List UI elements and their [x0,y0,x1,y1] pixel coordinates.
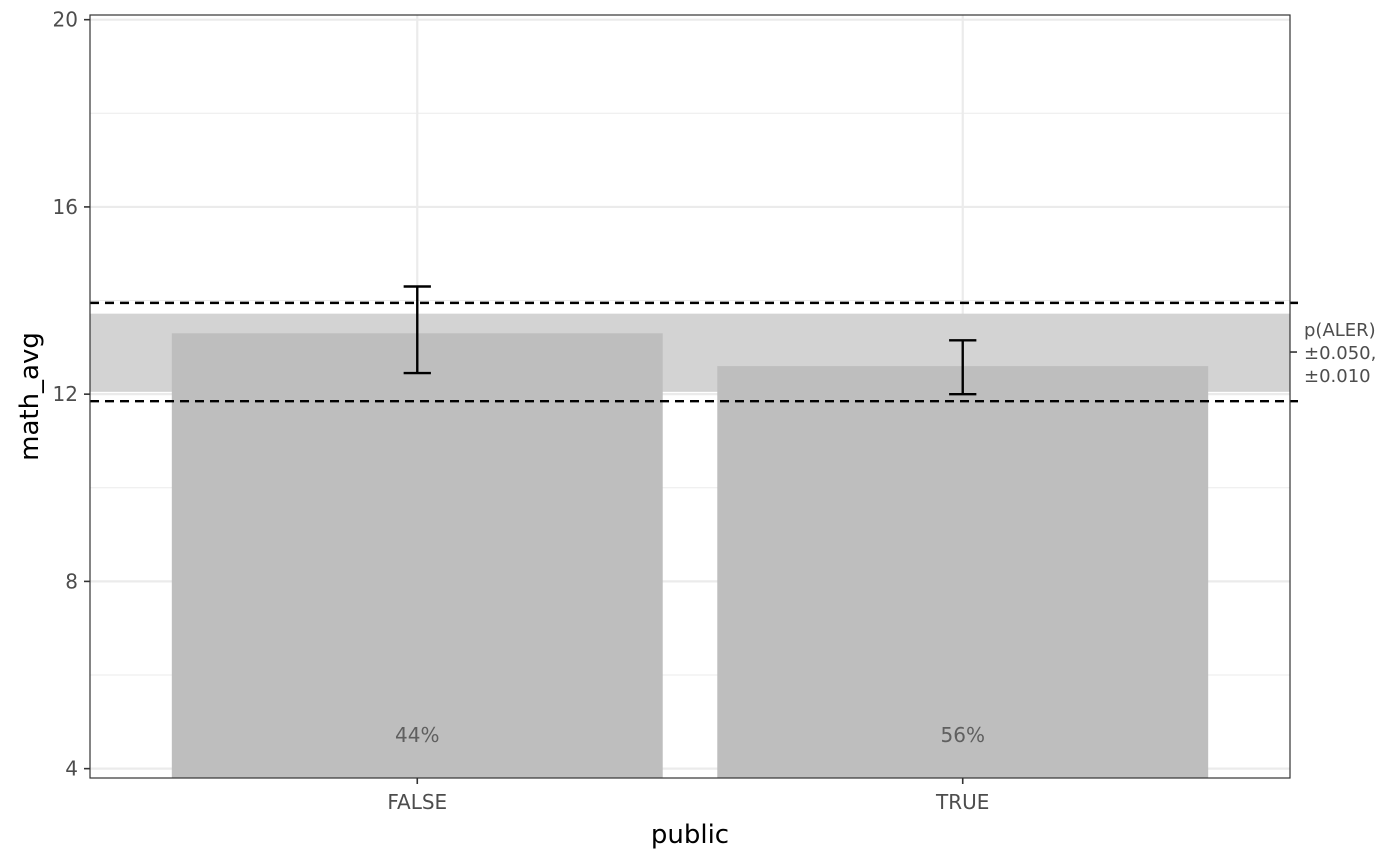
x-tick-label: FALSE [387,790,447,814]
panel-border [89,14,1291,779]
y-tick-label: 20 [53,8,78,32]
bar-false [171,333,663,778]
error-bar-layer [403,285,977,396]
bar-true [717,366,1209,778]
reference-line-layer [90,301,1298,403]
y-axis-title: math_avg [15,332,45,461]
x-axis-title: public [651,820,729,850]
bar-label: 44% [395,723,439,747]
side-annotation-line: ±0.050, [1304,343,1376,364]
bar-label: 56% [941,723,985,747]
side-annotation-line: p(ALER) [1304,320,1376,341]
x-tick-label: TRUE [935,790,989,814]
y-tick-label: 16 [53,195,78,219]
bar-layer [171,333,1209,778]
bar-label-layer: 44% 56% [395,723,985,747]
y-tick-label: 12 [53,382,78,406]
y-tick-label: 8 [65,569,78,593]
side-annotation: p(ALER)±0.050,±0.010 [1290,320,1376,387]
error-bar [403,285,431,375]
side-annotation-line: ±0.010 [1304,366,1371,387]
axis-layer: 4 8 12 16 20 FALSE TRUE [53,8,990,814]
error-bar [949,339,977,396]
y-tick-label: 4 [65,757,78,781]
